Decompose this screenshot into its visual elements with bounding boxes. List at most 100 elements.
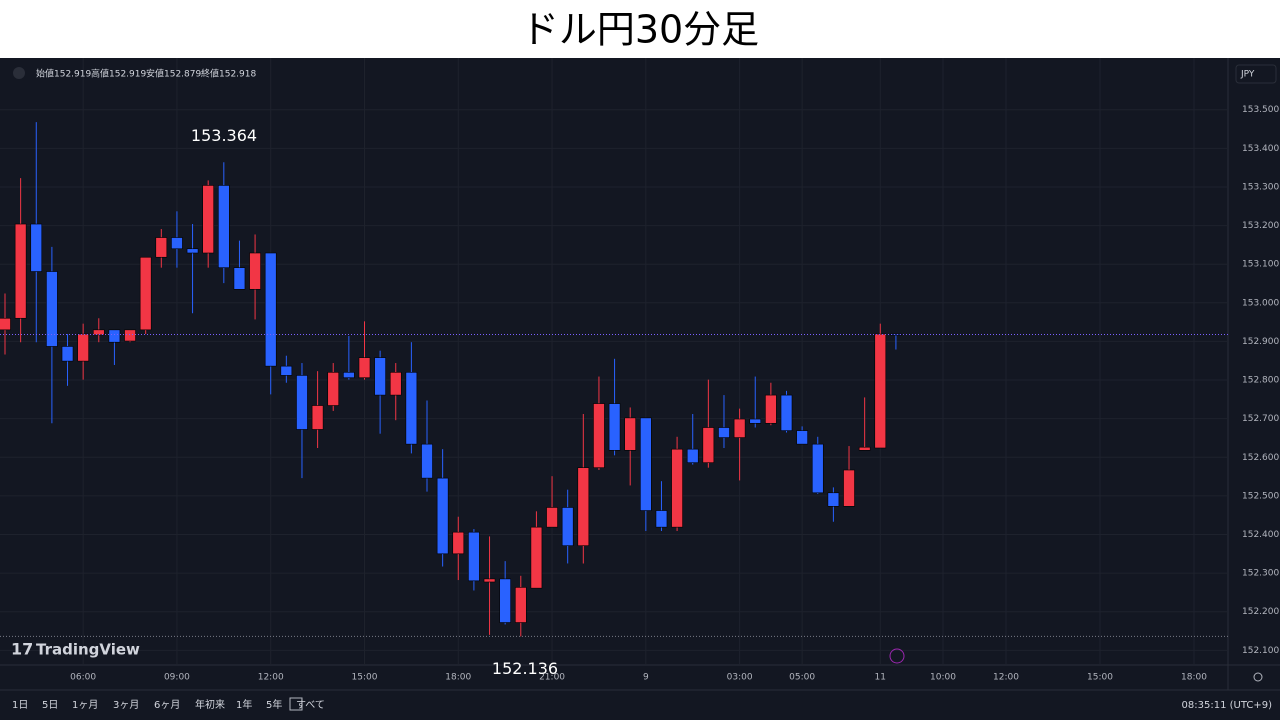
candle-body: [139, 256, 152, 331]
candle-body: [249, 252, 261, 290]
candle-body: [577, 467, 590, 546]
high-annotation: 153.364: [191, 126, 257, 145]
x-tick-label: 06:00: [70, 673, 96, 683]
candle-body: [218, 185, 230, 268]
candle-body: [343, 372, 355, 379]
legend-label: 始値: [36, 68, 54, 80]
candle-body: [858, 446, 871, 451]
candle-body: [0, 317, 11, 331]
candle-body: [514, 587, 527, 623]
candle-body: [733, 418, 746, 438]
candle-body: [843, 469, 855, 507]
x-tick-label: 18:00: [1181, 673, 1207, 683]
candle-body: [655, 510, 668, 528]
candle-body: [499, 578, 511, 623]
candle-body: [202, 185, 214, 254]
candle-body: [280, 365, 293, 376]
y-tick-label: 152.600: [1242, 453, 1279, 463]
candle-body: [77, 333, 89, 362]
range-button[interactable]: 1年: [236, 698, 252, 711]
range-button[interactable]: 5年: [266, 698, 282, 711]
candle-body: [780, 394, 793, 431]
menu-icon[interactable]: [13, 67, 25, 79]
x-tick-label: 12:00: [993, 673, 1019, 683]
candle-body: [452, 531, 465, 555]
y-tick-label: 153.100: [1242, 260, 1279, 270]
y-tick-label: 152.700: [1242, 414, 1279, 424]
candle-body: [436, 477, 449, 555]
candle-body: [155, 237, 168, 258]
range-button[interactable]: 5日: [42, 700, 58, 711]
y-tick-label: 152.300: [1242, 569, 1279, 579]
range-button[interactable]: 年初来: [195, 698, 225, 711]
clock: 08:35:11 (UTC+9): [1182, 700, 1273, 711]
legend-label: 安値: [146, 68, 164, 80]
candle-body: [530, 526, 543, 589]
x-tick-label: 15:00: [1087, 673, 1113, 683]
range-button[interactable]: 1ヶ月: [72, 699, 98, 711]
candle-body: [264, 252, 277, 367]
range-button[interactable]: 6ヶ月: [154, 699, 180, 711]
y-tick-label: 152.900: [1242, 337, 1279, 347]
candle-body: [593, 403, 605, 468]
y-tick-label: 153.300: [1242, 182, 1279, 192]
candle-body: [389, 372, 402, 396]
y-tick-label: 152.100: [1242, 646, 1279, 656]
y-tick-label: 152.500: [1242, 491, 1279, 501]
y-tick-label: 153.500: [1242, 105, 1279, 115]
y-tick-label: 153.400: [1242, 144, 1279, 154]
y-tick-label: 152.200: [1242, 607, 1279, 617]
x-tick-label: 18:00: [445, 673, 471, 683]
candle-body: [46, 271, 58, 347]
candle-body: [749, 418, 762, 424]
x-tick-label: 05:00: [789, 673, 815, 683]
range-button[interactable]: 3ヶ月: [113, 699, 139, 711]
candle-body: [171, 237, 183, 250]
candle-body: [108, 329, 121, 343]
range-button[interactable]: 1日: [12, 700, 28, 711]
legend-value: 152.919: [54, 70, 91, 80]
candle-body: [718, 427, 730, 438]
candle-body: [374, 357, 386, 396]
candle-body: [796, 430, 808, 445]
currency[interactable]: JPY: [1240, 70, 1255, 80]
event-icon[interactable]: [889, 648, 905, 664]
range-button[interactable]: すべて: [296, 699, 325, 711]
candle-body: [186, 248, 199, 254]
date-icon[interactable]: [289, 697, 303, 711]
candle-body: [640, 417, 652, 511]
page-title: ドル円30分足: [521, 8, 759, 52]
candle-body: [468, 531, 480, 582]
candle-body: [624, 417, 637, 451]
x-tick-label: 03:00: [727, 673, 753, 683]
chart-bg: [0, 58, 1280, 720]
candle-body: [311, 405, 324, 430]
candle-body: [686, 448, 699, 463]
candle-body: [327, 372, 340, 406]
legend-label: 高値: [91, 68, 109, 80]
x-tick-label: 15:00: [352, 673, 378, 683]
candle-body: [421, 443, 433, 479]
candle-body: [233, 267, 246, 290]
y-tick-label: 152.800: [1242, 376, 1279, 386]
settings-icon[interactable]: [1253, 672, 1263, 682]
legend-label: 終値: [201, 68, 219, 80]
y-tick-label: 153.000: [1242, 298, 1279, 308]
candle-body: [827, 492, 840, 507]
x-tick-label: 21:00: [539, 673, 565, 683]
candle-body: [811, 443, 824, 494]
candle-body: [702, 427, 715, 463]
candle-body: [608, 403, 621, 451]
candle-body: [405, 372, 418, 445]
title-bar: [0, 0, 1280, 58]
legend-value: 152.919: [109, 70, 146, 80]
candle-body: [765, 394, 777, 424]
currency-box[interactable]: [1235, 64, 1277, 84]
candle-body: [561, 507, 574, 546]
x-tick-label: 9: [643, 673, 649, 683]
candle-body: [483, 578, 496, 583]
candle-body: [61, 346, 74, 362]
logo-mark: 17: [11, 640, 33, 659]
y-tick-label: 152.400: [1242, 530, 1279, 540]
